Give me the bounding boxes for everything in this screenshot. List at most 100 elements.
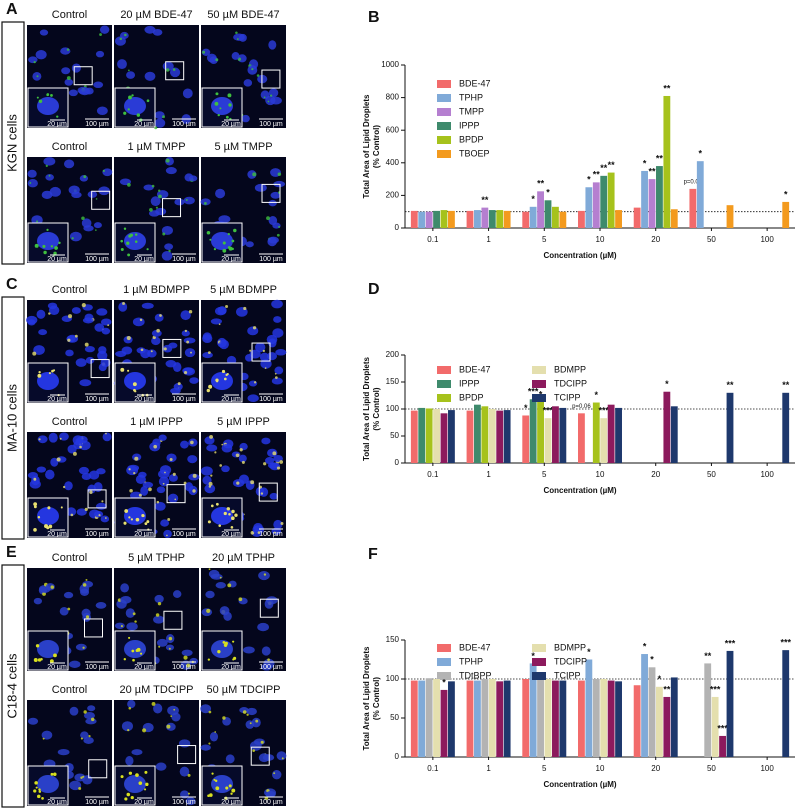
image-caption: Control — [52, 416, 87, 428]
nucleus — [245, 241, 254, 248]
bar — [418, 211, 426, 228]
stain — [260, 740, 264, 744]
scale-inset-label: 20 µm — [134, 531, 154, 538]
legend-label: TDtBPP — [459, 670, 492, 680]
nucleus — [273, 316, 282, 323]
nucleus — [49, 186, 61, 197]
nucleus — [178, 739, 191, 748]
zoom-box — [259, 598, 279, 618]
nucleus — [100, 515, 110, 523]
stain — [192, 489, 196, 493]
stain — [33, 60, 36, 64]
inset-stain — [127, 253, 131, 257]
nucleus — [150, 196, 161, 207]
inset-stain — [232, 658, 235, 661]
nucleus — [79, 379, 92, 387]
bar — [607, 680, 615, 757]
stain — [84, 342, 89, 347]
stain — [105, 432, 107, 435]
inset-stain — [33, 502, 38, 507]
inset-stain — [228, 513, 231, 516]
significance: *** — [717, 723, 728, 733]
inset-stain — [144, 522, 148, 526]
scale-main-label: 100 µm — [259, 531, 283, 538]
x-tick-label: 5 — [542, 235, 547, 244]
nucleus — [158, 434, 167, 441]
significance: ** — [608, 160, 616, 170]
nucleus — [81, 608, 91, 618]
inset-stain — [141, 513, 145, 518]
nucleus — [100, 318, 112, 326]
legend-swatch — [437, 366, 451, 374]
x-tick-label: 0.1 — [427, 470, 439, 479]
inset-stain — [134, 233, 138, 236]
nucleus — [258, 570, 270, 581]
stain — [242, 710, 247, 714]
nucleus — [174, 198, 185, 206]
stain — [102, 169, 105, 172]
bar — [488, 409, 496, 463]
nucleus — [243, 646, 255, 654]
nucleus — [97, 350, 108, 361]
bar — [585, 187, 593, 228]
stain — [85, 578, 88, 581]
stain — [50, 585, 55, 589]
bar — [503, 210, 511, 228]
bar — [782, 392, 790, 463]
stain — [38, 438, 41, 441]
stain — [67, 607, 71, 611]
nucleus — [36, 309, 46, 319]
nucleus — [155, 207, 167, 216]
significance: * — [643, 158, 647, 168]
zoom-box — [83, 618, 103, 638]
bar — [552, 206, 559, 228]
stain — [165, 158, 170, 163]
stain — [250, 530, 255, 535]
significance: * — [587, 175, 591, 185]
scale-main-label: 100 µm — [172, 664, 196, 671]
x-tick-label: 20 — [651, 470, 660, 479]
x-tick-label: 1 — [486, 235, 491, 244]
nucleus — [117, 59, 127, 70]
inset-stain — [225, 115, 229, 119]
stain — [219, 464, 223, 467]
significance: * — [524, 403, 528, 413]
inset-stain — [53, 653, 57, 658]
micrograph: 20 µm 100 µm — [27, 25, 112, 128]
legend-swatch — [437, 136, 451, 144]
stain — [184, 329, 188, 333]
inset-stain — [223, 377, 227, 381]
nucleus — [243, 79, 253, 87]
stain — [174, 498, 177, 501]
bar — [503, 410, 511, 463]
bar — [648, 179, 656, 228]
inset-stain — [46, 228, 49, 231]
nucleus — [258, 753, 270, 763]
inset-nucleus — [37, 372, 59, 390]
scale-inset-label: 20 µm — [221, 121, 241, 128]
bar — [474, 210, 481, 228]
stain — [95, 198, 98, 200]
nucleus — [272, 328, 284, 338]
legend-swatch — [437, 380, 451, 388]
bar — [488, 679, 496, 757]
inset-stain — [222, 640, 226, 644]
nucleus — [69, 780, 82, 791]
bar — [578, 210, 585, 228]
stain — [82, 583, 87, 587]
stain — [138, 493, 142, 497]
inset-stain — [206, 388, 211, 393]
inset-stain — [127, 108, 130, 111]
inset-nucleus — [37, 507, 59, 525]
nucleus — [125, 608, 135, 618]
zoom-box — [177, 745, 197, 765]
nucleus — [45, 173, 54, 181]
stain — [48, 174, 51, 177]
significance: ** — [481, 195, 489, 205]
stain — [266, 216, 270, 221]
stain — [132, 612, 136, 616]
nucleus — [254, 342, 266, 353]
bar — [537, 191, 544, 228]
nucleus — [270, 191, 281, 199]
bar — [607, 404, 615, 463]
